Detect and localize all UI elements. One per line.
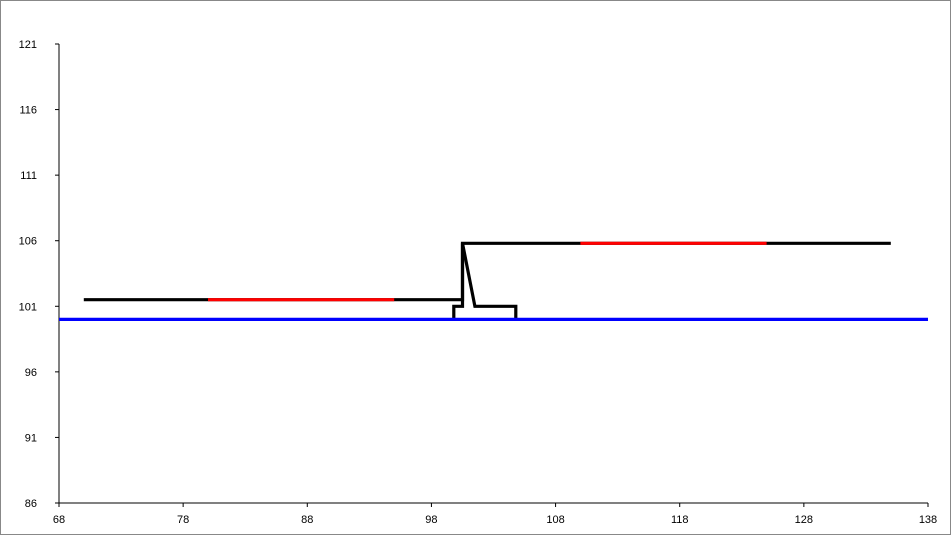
x-tick-label: 118 [671,514,689,526]
series-line-1 [452,242,518,320]
x-tick-label: 138 [919,514,937,526]
series-layer [59,241,928,321]
y-tick-label: 106 [19,236,37,248]
x-tick-label: 98 [425,514,437,526]
y-tick-label: 116 [19,105,37,117]
series-line-0 [83,241,891,302]
y-tick-label: 121 [19,39,37,51]
x-tick-label: 78 [177,514,189,526]
y-tick-label: 91 [25,432,37,444]
axes: 86 91 96 101 106 111 116 121 68 78 88 98 108 118 128 13… [19,39,938,526]
x-tick-label: 88 [301,514,313,526]
x-tick-label: 108 [546,514,564,526]
x-tick-label: 68 [53,514,65,526]
y-tick-label: 96 [25,367,37,379]
y-tick-label: 86 [25,498,37,510]
x-tick-label: 128 [795,514,813,526]
y-tick-label: 101 [19,301,37,313]
y-tick-label: 111 [20,170,37,182]
